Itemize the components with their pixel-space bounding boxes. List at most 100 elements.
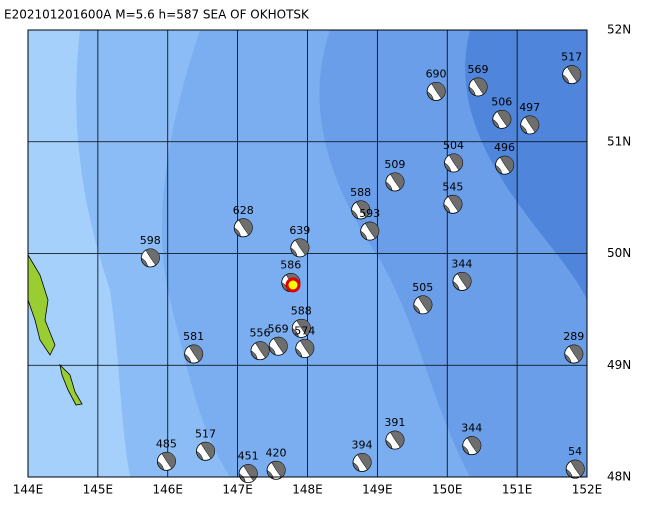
ball-quadrant (413, 295, 433, 314)
depth-label: 420 (266, 446, 287, 459)
frame (27, 29, 588, 478)
depth-label: 485 (156, 437, 177, 450)
beachball (452, 271, 472, 291)
depth-label: 344 (451, 257, 472, 270)
x-tick-label: 148E (292, 483, 323, 497)
ball-quadrant (444, 153, 464, 172)
beachball (443, 194, 463, 214)
depth-label: 509 (384, 158, 405, 171)
y-tick-label: 51N (607, 134, 631, 148)
depth-label: 497 (519, 101, 540, 114)
depth-label: 505 (412, 281, 433, 294)
y-tick-label: 48N (607, 470, 631, 484)
x-tick-label: 149E (362, 483, 393, 497)
beachball (156, 451, 176, 471)
beachball (385, 430, 405, 450)
depth-label: 556 (249, 327, 270, 340)
ball-quadrant (462, 436, 482, 455)
depth-label: 54 (568, 445, 582, 458)
beachball (468, 77, 488, 97)
ball-quadrant (141, 248, 160, 267)
ball-quadrant (562, 65, 582, 84)
depth-label: 504 (443, 139, 464, 152)
beachball (462, 436, 482, 456)
title: E202101201600A M=5.6 h=587 SEA OF OKHOTS… (4, 8, 310, 22)
ball-quadrant (238, 464, 258, 483)
ball-quadrant (233, 218, 253, 237)
beachball (565, 459, 585, 479)
depth-label: 289 (563, 330, 584, 343)
ball-quadrant (492, 109, 512, 129)
depth-label: 545 (442, 180, 463, 193)
depth-label: 628 (233, 204, 254, 217)
island (27, 253, 56, 356)
beachball (426, 81, 446, 101)
ball-quadrant (426, 81, 446, 101)
beachball (266, 460, 286, 480)
depth-label: 517 (195, 427, 216, 440)
ball-quadrant (268, 336, 288, 356)
depth-label: 344 (461, 422, 482, 435)
depth-label: 588 (291, 304, 312, 317)
beachball (290, 238, 310, 258)
x-tick-label: 144E (13, 483, 44, 497)
depth-label: 391 (384, 416, 405, 429)
depth-label: 496 (494, 141, 515, 154)
epicenter (285, 277, 301, 293)
x-tick-label: 152E (572, 483, 603, 497)
y-tick-label: 50N (607, 246, 631, 260)
beachball (295, 339, 315, 358)
ball-quadrant (290, 238, 310, 257)
beachball (520, 115, 540, 135)
beachball (196, 441, 216, 461)
ball-quadrant (295, 339, 315, 358)
ball-quadrant (351, 200, 371, 219)
x-tick-label: 150E (432, 483, 463, 497)
beachball (444, 153, 464, 173)
depth-label: 574 (294, 324, 315, 337)
beachball (413, 295, 433, 315)
depth-label: 569 (268, 322, 289, 335)
beachball (564, 344, 584, 364)
beachball (140, 248, 160, 268)
beachball (385, 172, 405, 192)
x-tick-label: 147E (222, 483, 253, 497)
depth-label: 517 (561, 51, 582, 64)
depth-label: 690 (426, 67, 447, 80)
island (59, 363, 83, 406)
beachball (360, 221, 380, 241)
ball-quadrant (520, 115, 540, 134)
depth-label: 394 (352, 438, 373, 451)
depth-label: 586 (280, 259, 301, 272)
depth-label: 639 (289, 224, 310, 237)
beachball (562, 65, 582, 85)
depth-label: 593 (359, 207, 380, 220)
depth-label: 506 (491, 95, 512, 108)
depth-label: 451 (238, 450, 259, 463)
ball-quadrant (564, 344, 584, 363)
events: 690 569 517 506 497 504 496 509 545 588 593 628 639 5… (140, 51, 585, 484)
ball-quadrant (266, 460, 286, 480)
ball-quadrant (184, 344, 204, 363)
beachball (233, 218, 253, 238)
y-tick-label: 49N (607, 358, 631, 372)
ball-quadrant (443, 194, 463, 214)
depth-label: 588 (350, 186, 371, 199)
beachball (184, 344, 204, 364)
beachball (492, 109, 512, 129)
beachball (238, 464, 258, 484)
ball-quadrant (452, 271, 472, 291)
ball-quadrant (291, 318, 311, 338)
beachball (495, 155, 515, 175)
x-tick-label: 151E (502, 483, 533, 497)
ball-quadrant (196, 441, 216, 461)
x-tick-label: 145E (83, 483, 114, 497)
beachball (268, 336, 288, 356)
depth-label: 581 (183, 330, 204, 343)
beachball (351, 200, 371, 220)
y-tick-label: 52N (607, 23, 631, 37)
ball-quadrant (352, 453, 372, 472)
beachball (352, 453, 372, 472)
